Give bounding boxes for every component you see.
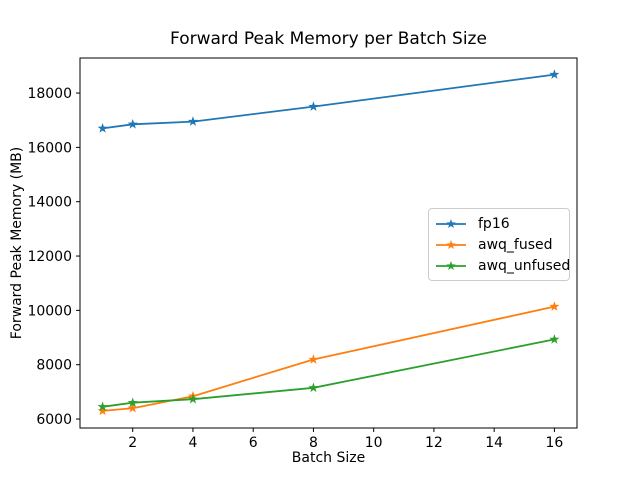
series-line-awq_unfused [101,338,556,408]
y-tick-label: 18000 [27,86,72,102]
x-tick-label: 6 [249,435,258,451]
legend-star-awq_unfused [446,260,456,270]
legend-marker-awq-fused [436,239,466,249]
legend-label-awq-fused: awq_fused [478,236,553,253]
series-marker-awq_unfused [127,397,138,408]
series-marker-awq_unfused [308,382,319,393]
series-marker-fp16 [549,69,560,79]
legend-item-fp16: fp16 [434,213,561,234]
series-marker-fp16 [308,101,319,111]
x-tick-label: 16 [545,435,563,451]
x-tick-label: 2 [128,435,137,451]
series-marker-awq_fused [97,405,108,416]
legend-marker-fp16 [436,218,466,228]
x-axis-label: Batch Size [291,450,366,466]
series-marker-fp16 [127,118,138,129]
series-marker-awq_fused [308,354,319,364]
legend-star-awq_fused [446,239,456,249]
y-tick-label: 14000 [27,195,72,211]
y-tick-label: 12000 [27,249,72,265]
series-marker-awq_fused [549,301,560,311]
legend-label-awq-unfused: awq_unfused [478,257,571,274]
y-tick-label: 10000 [27,303,72,319]
legend-item-awq-unfused: awq_unfused [434,255,570,276]
x-tick-label: 12 [425,435,443,451]
series-marker-awq_fused [127,402,138,413]
legend-marker-awq-unfused [436,260,466,270]
chart-title: Forward Peak Memory per Batch Size [170,29,487,49]
y-tick-label: 8000 [36,358,72,374]
series-marker-awq_unfused [97,401,108,412]
legend-star-fp16 [446,218,456,228]
series-line-fp16 [101,73,556,130]
series-marker-fp16 [187,116,198,126]
series-marker-awq_unfused [549,334,560,344]
series-line-awq_fused [101,305,556,412]
plot-frame [79,57,578,429]
y-tick-label: 6000 [36,412,72,428]
x-tick-label: 8 [309,435,318,451]
legend-item-awq-fused: awq_fused [434,234,561,255]
y-tick-label: 16000 [27,140,72,156]
series-marker-fp16 [97,123,108,133]
series-marker-awq_unfused [187,393,198,404]
legend-label-fp16: fp16 [478,215,510,232]
legend: fp16 awq_fused awq_unfused [428,208,570,281]
x-tick-label: 10 [365,435,383,451]
x-tick-label: 14 [485,435,503,451]
x-tick-label: 4 [188,435,197,451]
